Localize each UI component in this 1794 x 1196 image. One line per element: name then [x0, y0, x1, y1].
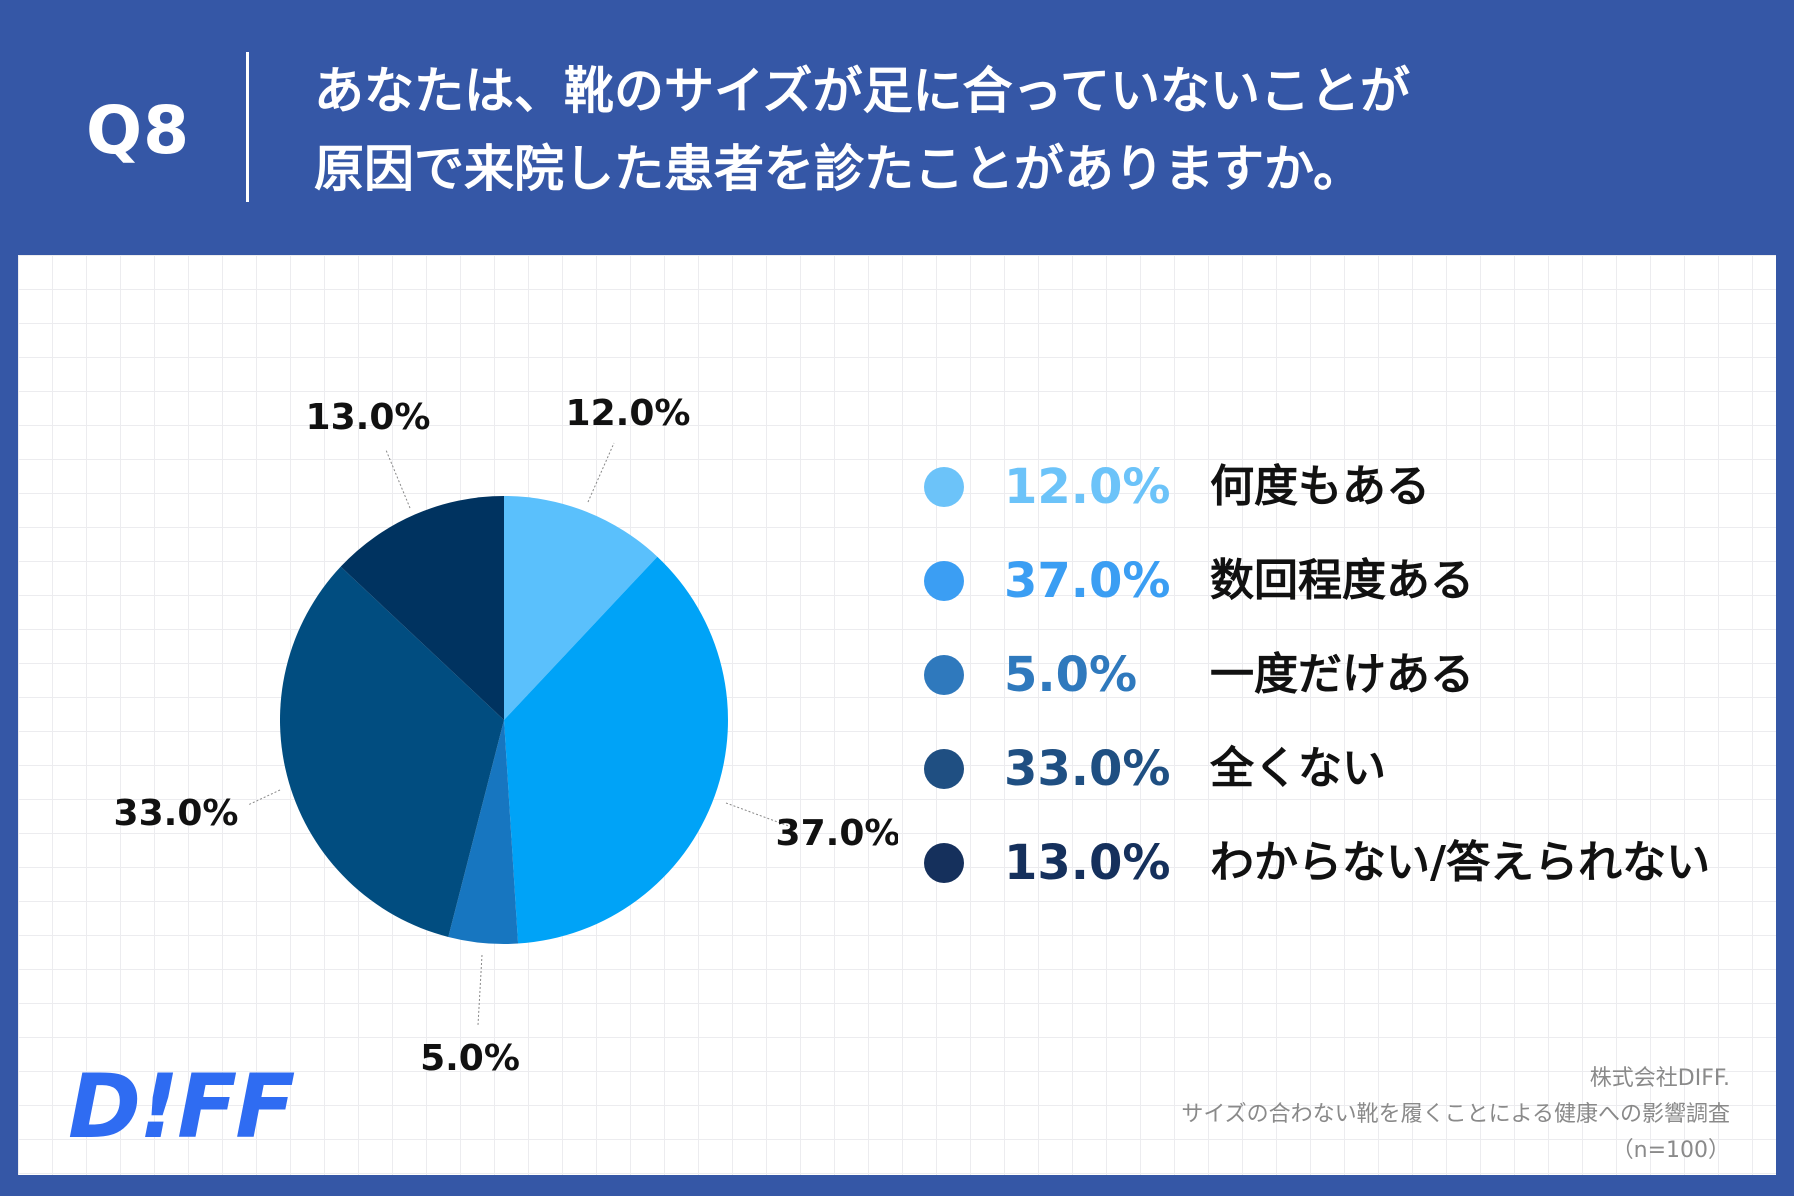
legend-dot-icon — [924, 749, 964, 789]
pie-slice — [504, 496, 658, 720]
pie-leader-line — [587, 442, 615, 503]
question-title-line2: 原因で来院した患者を診たことがありますか。 — [314, 140, 1363, 198]
pie-leader-line — [385, 449, 411, 509]
question-number: Q8 — [86, 92, 191, 169]
pie-data-label: 5.0% — [420, 1038, 520, 1079]
pie-data-label: 33.0% — [114, 793, 239, 834]
legend-percent: 37.0% — [1004, 553, 1171, 609]
header: Q8 あなたは、靴のサイズが足に合っていないことが 原因で来院した患者を診たこと… — [0, 0, 1794, 255]
legend-dot-icon — [924, 467, 964, 507]
pie-slice — [279, 566, 504, 937]
source-note: 株式会社DIFF. サイズの合わない靴を履くことによる健康への影響調査 （n=1… — [1181, 1061, 1730, 1169]
header-divider — [246, 52, 249, 202]
pie-leader-line — [725, 802, 795, 829]
pie-leader-line — [477, 954, 483, 1026]
legend-dot-icon — [924, 843, 964, 883]
legend-dot-icon — [924, 561, 964, 601]
legend-percent: 5.0% — [1004, 647, 1138, 703]
source-survey: サイズの合わない靴を履くことによる健康への影響調査 — [1181, 1102, 1730, 1127]
pie-data-label: 13.0% — [306, 397, 431, 438]
legend-label: わからない/答えられない — [1210, 837, 1711, 888]
legend-label: 数回程度ある — [1210, 555, 1474, 606]
legend-percent: 12.0% — [1004, 459, 1171, 515]
legend-label: 一度だけある — [1210, 649, 1474, 700]
source-sample: （n=100） — [1611, 1138, 1730, 1163]
legend-label: 何度もある — [1210, 461, 1430, 512]
pie-chart: 12.0% 37.0% 5.0% 33.0% 13.0% — [114, 393, 898, 1079]
question-title: あなたは、靴のサイズが足に合っていないことが 原因で来院した患者を診たことがあり… — [314, 52, 1714, 208]
legend-dot-icon — [924, 655, 964, 695]
pie-data-label: 37.0% — [776, 813, 898, 854]
legend-percent: 33.0% — [1004, 741, 1171, 797]
pie-slice — [448, 720, 519, 944]
source-company: 株式会社DIFF. — [1589, 1066, 1730, 1091]
pie-slice — [340, 496, 504, 720]
pie-data-label: 12.0% — [566, 393, 691, 434]
chart-card: 12.0% 37.0% 5.0% 33.0% 13.0% 12.0% 何度もある 37.0%… — [18, 255, 1776, 1175]
legend-label: 全くない — [1210, 743, 1386, 794]
legend-percent: 13.0% — [1004, 835, 1171, 891]
question-title-line1: あなたは、靴のサイズが足に合っていないことが — [314, 62, 1410, 120]
pie-leader-line — [247, 789, 281, 806]
pie-slice — [504, 556, 729, 944]
diff-logo: D!FF — [68, 1055, 295, 1158]
